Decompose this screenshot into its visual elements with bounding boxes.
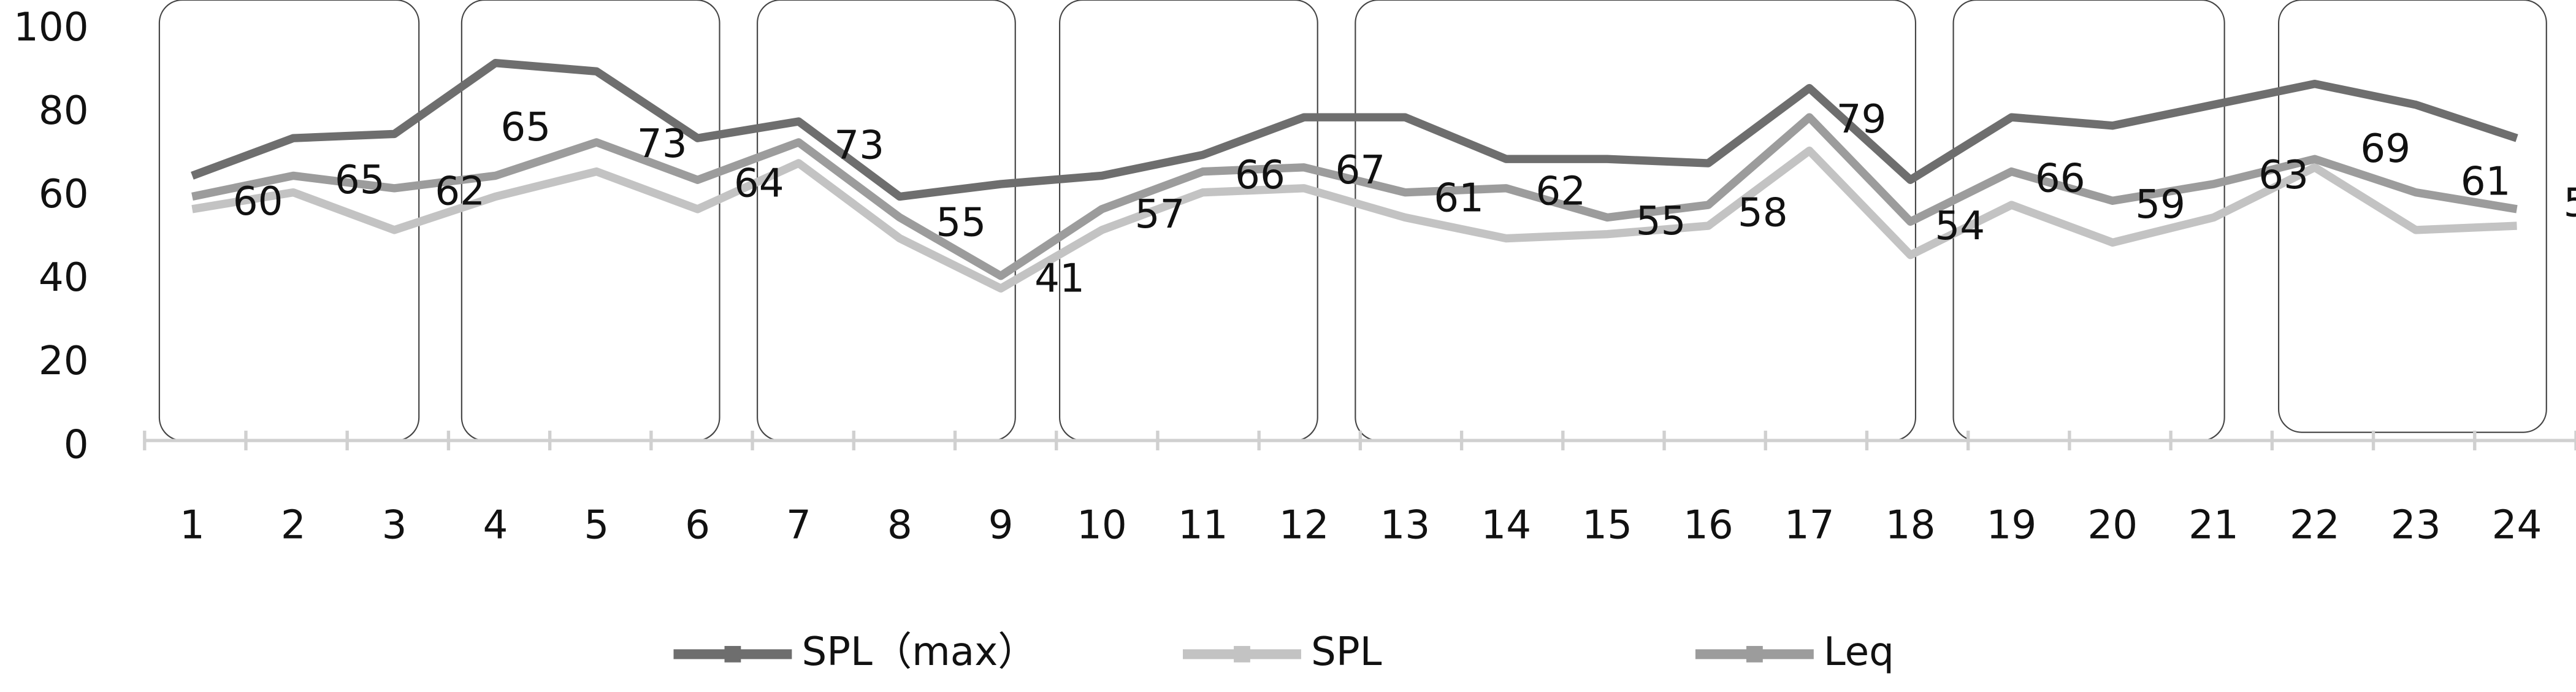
- data-label: 5: [2564, 180, 2576, 226]
- y-tick-label: 20: [39, 338, 89, 384]
- x-tick-label: 13: [1380, 502, 1431, 548]
- x-tick-label: 19: [1986, 502, 2036, 548]
- x-tick-label: 16: [1683, 502, 1733, 548]
- group-box: [158, 0, 420, 442]
- data-label: 64: [734, 160, 784, 206]
- data-label: 66: [1235, 152, 1285, 198]
- x-tick-label: 1: [180, 502, 205, 548]
- y-tick-label: 60: [39, 171, 89, 217]
- x-tick-label: 6: [685, 502, 710, 548]
- legend-marker: [1746, 645, 1763, 663]
- y-tick-label: 80: [39, 88, 89, 134]
- x-tick-label: 7: [786, 502, 811, 548]
- data-label: 60: [233, 179, 283, 225]
- y-tick-label: 40: [39, 255, 89, 301]
- x-tick-label: 14: [1481, 502, 1531, 548]
- data-label: 62: [1535, 169, 1586, 215]
- series-line: [191, 58, 2518, 201]
- data-label: 61: [1434, 175, 1484, 221]
- legend-label: Leq: [1824, 629, 1894, 675]
- data-label: 65: [335, 157, 385, 203]
- x-tick-label: 2: [281, 502, 306, 548]
- data-label: 55: [936, 200, 986, 246]
- series-line: [191, 113, 2518, 280]
- data-label: 59: [2135, 182, 2185, 228]
- x-tick-label: 24: [2492, 502, 2542, 548]
- x-tick-label: 4: [483, 502, 508, 548]
- data-label: 73: [637, 121, 687, 167]
- legend-marker: [1234, 645, 1250, 663]
- legend-label: SPL（max）: [801, 629, 1037, 675]
- x-tick-label: 3: [382, 502, 407, 548]
- data-label: 55: [1636, 198, 1686, 244]
- x-tick-label: 9: [988, 502, 1014, 548]
- x-tick-label: 8: [887, 502, 912, 548]
- legend-marker: [724, 645, 741, 663]
- x-tick-label: 12: [1279, 502, 1329, 548]
- group-box: [2278, 0, 2547, 433]
- data-label: 54: [1935, 203, 1985, 249]
- data-label: 58: [1738, 190, 1788, 236]
- x-tick-label: 17: [1784, 502, 1835, 548]
- data-label: 66: [2035, 155, 2085, 201]
- data-label: 63: [2258, 152, 2309, 198]
- group-box: [1059, 0, 1318, 442]
- data-label: 41: [1034, 256, 1085, 302]
- data-label: 57: [1135, 191, 1185, 237]
- x-tick-label: 18: [1886, 502, 1936, 548]
- x-tick-label: 5: [584, 502, 609, 548]
- legend-label: SPL: [1311, 629, 1382, 675]
- data-label: 65: [500, 104, 551, 150]
- x-tick-label: 21: [2188, 502, 2239, 548]
- x-tick-label: 22: [2290, 502, 2340, 548]
- data-label: 62: [435, 169, 485, 215]
- data-label: 69: [2360, 126, 2410, 172]
- x-tick-label: 10: [1077, 502, 1127, 548]
- x-tick-label: 11: [1178, 502, 1228, 548]
- data-label: 61: [2461, 159, 2511, 205]
- x-tick-label: 15: [1582, 502, 1632, 548]
- data-label: 79: [1836, 96, 1887, 142]
- data-label: 73: [834, 123, 884, 169]
- data-label: 67: [1335, 147, 1385, 193]
- y-tick-label: 0: [64, 421, 89, 467]
- x-tick-label: 23: [2391, 502, 2441, 548]
- y-tick-label: 100: [13, 4, 89, 50]
- x-tick-label: 20: [2087, 502, 2138, 548]
- series-line: [191, 146, 2517, 293]
